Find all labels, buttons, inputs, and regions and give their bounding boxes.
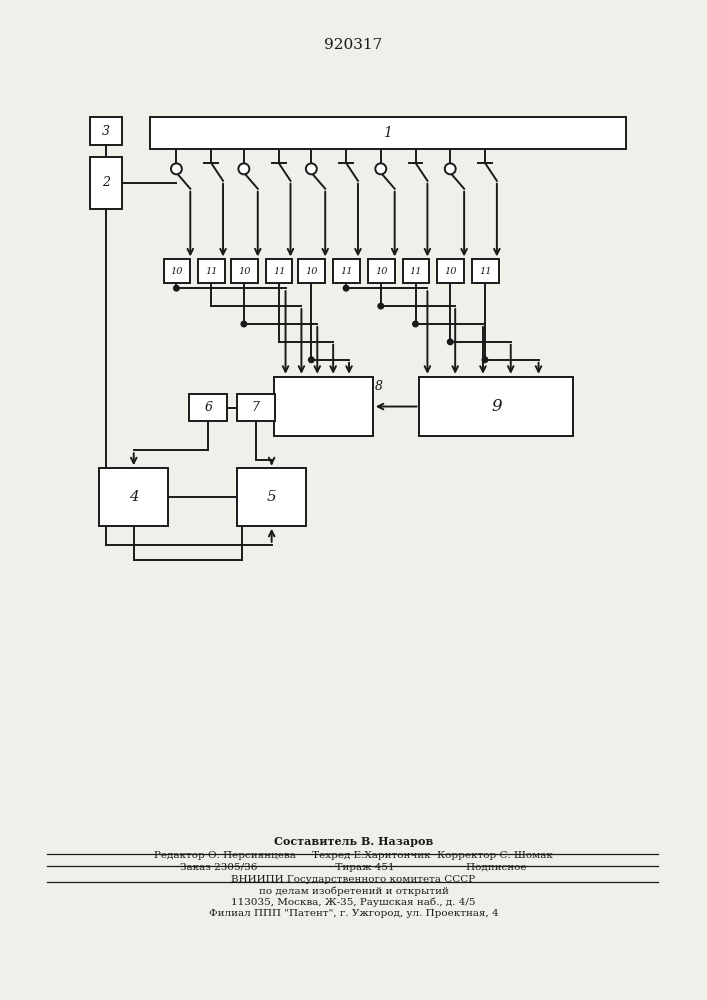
Text: 10: 10 <box>238 267 250 276</box>
Text: 6: 6 <box>204 401 212 414</box>
Bar <box>231 259 258 283</box>
Bar <box>237 394 274 421</box>
Bar <box>402 259 429 283</box>
Circle shape <box>375 163 386 174</box>
Text: 10: 10 <box>170 267 183 276</box>
Bar <box>419 377 573 436</box>
Text: Заказ 2305/36                        Тираж 451                      Подписное: Заказ 2305/36 Тираж 451 Подписное <box>180 863 527 872</box>
Circle shape <box>241 321 247 327</box>
Text: 4: 4 <box>129 490 139 504</box>
Text: 11: 11 <box>410 267 422 276</box>
Circle shape <box>482 357 488 363</box>
Bar <box>90 157 122 209</box>
Text: 10: 10 <box>445 267 457 276</box>
Text: 5: 5 <box>267 490 276 504</box>
Text: 113035, Москва, Ж-35, Раушская наб., д. 4/5: 113035, Москва, Ж-35, Раушская наб., д. … <box>231 897 476 907</box>
Circle shape <box>448 339 453 345</box>
Text: Составитель В. Назаров: Составитель В. Назаров <box>274 836 433 847</box>
Text: 2: 2 <box>102 176 110 189</box>
Bar <box>472 259 499 283</box>
Circle shape <box>238 163 250 174</box>
Bar <box>90 117 122 145</box>
Bar <box>150 117 626 149</box>
Text: 3: 3 <box>102 125 110 138</box>
Circle shape <box>344 285 349 291</box>
Text: 11: 11 <box>479 267 491 276</box>
Text: 8: 8 <box>375 380 382 393</box>
Text: по делам изобретений и открытий: по делам изобретений и открытий <box>259 886 448 896</box>
Bar <box>298 259 325 283</box>
Bar <box>189 394 227 421</box>
Text: Филиал ППП "Патент", г. Ужгород, ул. Проектная, 4: Филиал ППП "Патент", г. Ужгород, ул. Про… <box>209 909 498 918</box>
Circle shape <box>308 357 314 363</box>
Bar <box>368 259 395 283</box>
Bar <box>333 259 360 283</box>
Circle shape <box>413 321 419 327</box>
Text: 7: 7 <box>252 401 259 414</box>
Bar <box>163 259 190 283</box>
Circle shape <box>306 163 317 174</box>
Bar <box>237 468 306 526</box>
Text: 11: 11 <box>340 267 353 276</box>
Circle shape <box>445 163 456 174</box>
Bar <box>266 259 293 283</box>
Bar <box>274 377 373 436</box>
Text: 11: 11 <box>273 267 286 276</box>
Text: Редактор О. Персиянцева     Техред Е.Харитончик  Корректор С. Шомак: Редактор О. Персиянцева Техред Е.Харитон… <box>154 851 553 860</box>
Text: 10: 10 <box>375 267 387 276</box>
Bar <box>198 259 225 283</box>
Circle shape <box>378 303 384 309</box>
Bar <box>438 259 464 283</box>
Text: 1: 1 <box>383 126 392 140</box>
Circle shape <box>174 285 179 291</box>
Text: 920317: 920317 <box>324 38 382 52</box>
Bar <box>99 468 168 526</box>
Text: 9: 9 <box>491 398 502 415</box>
Text: ВНИИПИ Государственного комитета СССР: ВНИИПИ Государственного комитета СССР <box>231 875 476 884</box>
Circle shape <box>171 163 182 174</box>
Text: 10: 10 <box>305 267 318 276</box>
Text: 11: 11 <box>205 267 218 276</box>
